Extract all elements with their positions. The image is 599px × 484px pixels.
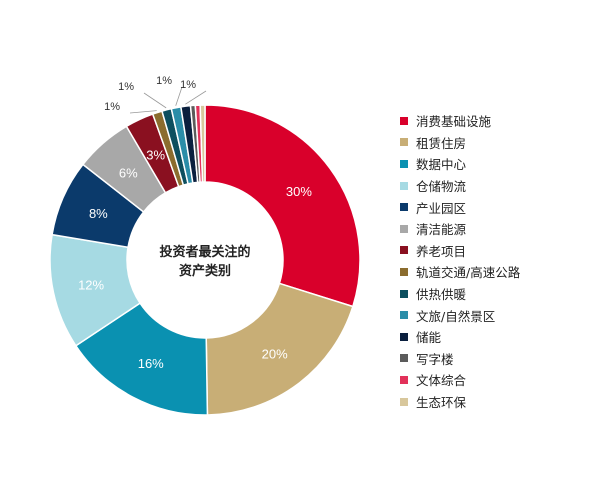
legend-item-6: 养老项目 <box>400 240 595 262</box>
legend-swatch-1 <box>400 138 408 147</box>
slice-label-4: 8% <box>89 206 108 221</box>
slice-label-6: 3% <box>146 147 165 162</box>
legend-label-6: 养老项目 <box>416 243 467 259</box>
center-label-line-1: 投资者最关注的 <box>159 244 250 260</box>
slice-label-0: 30% <box>286 184 312 199</box>
legend-item-0: 消费基础设施 <box>400 110 595 132</box>
slice-label-8: 1% <box>118 81 134 93</box>
slice-labels: 30% 20% 16% 12% 8% 6% 3% 1% 1% 1% 1% <box>78 75 312 371</box>
legend-item-13: 生态环保 <box>400 391 595 413</box>
legend-label-8: 供热供暖 <box>416 287 467 303</box>
legend-swatch-8 <box>400 289 408 298</box>
slice-label-7: 1% <box>104 101 120 113</box>
legend-item-1: 租赁住房 <box>400 132 595 154</box>
legend-item-9: 文旅/自然景区 <box>400 304 595 326</box>
legend-item-5: 清洁能源 <box>400 218 595 240</box>
slice-label-1: 20% <box>262 346 288 361</box>
leader-line-7 <box>129 110 157 114</box>
legend-swatch-13 <box>400 397 408 406</box>
slice-1 <box>205 282 354 416</box>
legend-item-2: 数据中心 <box>400 153 595 175</box>
legend-swatch-0 <box>400 116 408 125</box>
legend-swatch-4 <box>400 203 408 212</box>
legend-label-11: 写字楼 <box>416 351 454 367</box>
legend-swatch-6 <box>400 246 408 255</box>
slice-label-9: 1% <box>156 75 172 87</box>
legend-label-13: 生态环保 <box>416 395 467 411</box>
slice-label-3: 12% <box>78 277 104 292</box>
legend-item-4: 产业园区 <box>400 196 595 218</box>
legend-item-11: 写字楼 <box>400 348 595 370</box>
legend-label-4: 产业园区 <box>416 200 467 216</box>
leader-line-9 <box>175 86 183 106</box>
legend-item-3: 仓储物流 <box>400 175 595 197</box>
legend-swatch-10 <box>400 332 408 341</box>
legend-swatch-3 <box>400 181 408 190</box>
slice-13 <box>199 104 206 183</box>
slice-label-2: 16% <box>138 356 164 371</box>
slice-label-5: 6% <box>119 165 138 180</box>
leader-line-10 <box>185 90 207 105</box>
legend-label-1: 租赁住房 <box>416 135 467 151</box>
legend-swatch-11 <box>400 354 408 363</box>
slice-label-10: 1% <box>180 79 196 91</box>
legend-item-12: 文体综合 <box>400 369 595 391</box>
chart-legend: 消费基础设施 租赁住房数据中心仓储物流产业园区清洁能源养老项目轨道交通/高速公路供… <box>400 110 595 412</box>
legend-item-8: 供热供暖 <box>400 283 595 305</box>
legend-swatch-9 <box>400 311 408 320</box>
center-label-line-2: 资产类别 <box>179 263 231 279</box>
legend-swatch-5 <box>400 224 408 233</box>
legend-swatch-2 <box>400 159 408 168</box>
donut-slices <box>49 104 361 416</box>
legend-item-7: 轨道交通/高速公路 <box>400 261 595 283</box>
legend-label-9: 文旅/自然景区 <box>416 308 496 324</box>
legend-swatch-7 <box>400 267 408 276</box>
legend-label-7: 轨道交通/高速公路 <box>416 265 521 281</box>
leader-line-8 <box>143 92 167 109</box>
center-label: 投资者最关注的 资产类别 <box>159 244 250 279</box>
legend-label-0: 消费基础设施 <box>416 114 492 130</box>
legend-label-10: 储能 <box>416 330 442 346</box>
legend-item-10: 储能 <box>400 326 595 348</box>
legend-label-12: 文体综合 <box>416 373 467 389</box>
legend-label-2: 数据中心 <box>416 157 467 173</box>
legend-label-5: 清洁能源 <box>416 222 467 238</box>
slice-0 <box>204 104 361 308</box>
legend-swatch-12 <box>400 375 408 384</box>
legend-label-3: 仓储物流 <box>416 179 467 195</box>
